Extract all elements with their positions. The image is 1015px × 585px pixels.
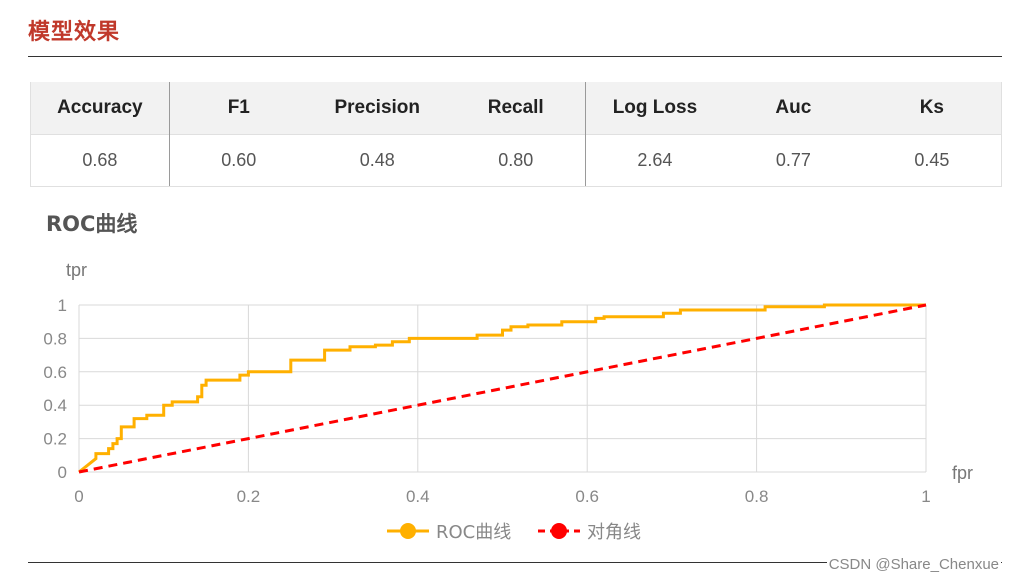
- metrics-header-row: Accuracy F1 Precision Recall Log Loss Au…: [30, 82, 1002, 135]
- chart-legend: ROC曲线 对角线: [387, 522, 641, 543]
- x-tick-label: 1: [921, 487, 930, 506]
- x-tick-label: 0.2: [237, 487, 261, 506]
- legend-roc-marker: [400, 523, 416, 539]
- series-lines: [78, 303, 927, 474]
- value-auc: 0.77: [724, 134, 863, 187]
- x-tick-label: 0.8: [745, 487, 769, 506]
- x-tick-label: 0.6: [575, 487, 599, 506]
- roc-chart: 0 0.2 0.4 0.6 0.8 1 0 0.2 0.4 0.6 0.8 1 ROC曲线 对角线 tp…: [43, 260, 973, 543]
- value-recall: 0.80: [446, 134, 586, 187]
- y-tick-label: 0.4: [43, 396, 67, 415]
- legend-diagonal-marker: [551, 523, 567, 539]
- header-accuracy: Accuracy: [30, 82, 170, 135]
- tick-labels: 0 0.2 0.4 0.6 0.8 1 0 0.2 0.4 0.6 0.8 1: [43, 296, 930, 506]
- watermark: CSDN @Share_Chenxue: [826, 556, 1001, 573]
- roc-curve-line: [78, 303, 926, 474]
- header-auc: Auc: [724, 82, 863, 135]
- y-axis-label: tpr: [66, 260, 87, 280]
- header-precision: Precision: [307, 82, 447, 135]
- value-precision: 0.48: [307, 134, 447, 187]
- title-divider: [28, 56, 1002, 57]
- legend-roc-label: ROC曲线: [436, 522, 511, 543]
- page-title: 模型效果: [28, 20, 121, 45]
- header-ks: Ks: [862, 82, 1002, 135]
- metrics-table: Accuracy F1 Precision Recall Log Loss Au…: [30, 82, 1002, 187]
- x-tick-label: 0.4: [406, 487, 430, 506]
- value-ks: 0.45: [862, 134, 1002, 187]
- metrics-value-row: 0.68 0.60 0.48 0.80 2.64 0.77 0.45: [30, 134, 1002, 187]
- y-tick-label: 0.8: [43, 329, 67, 348]
- header-log-loss: Log Loss: [584, 82, 725, 135]
- header-f1: F1: [168, 82, 308, 135]
- value-f1: 0.60: [168, 134, 308, 187]
- bottom-divider: [28, 562, 1002, 563]
- header-recall: Recall: [446, 82, 586, 135]
- y-tick-label: 0.2: [43, 430, 67, 449]
- value-log-loss: 2.64: [584, 134, 725, 187]
- grid-lines: [78, 304, 927, 473]
- diagonal-line: [78, 303, 927, 474]
- legend-diagonal-label: 对角线: [587, 522, 641, 543]
- value-accuracy: 0.68: [30, 134, 170, 187]
- x-axis-label: fpr: [952, 463, 973, 483]
- y-tick-label: 1: [58, 296, 67, 315]
- roc-section-title: ROC曲线: [46, 212, 138, 236]
- x-tick-label: 0: [74, 487, 83, 506]
- y-tick-label: 0.6: [43, 363, 67, 382]
- y-tick-label: 0: [58, 463, 67, 482]
